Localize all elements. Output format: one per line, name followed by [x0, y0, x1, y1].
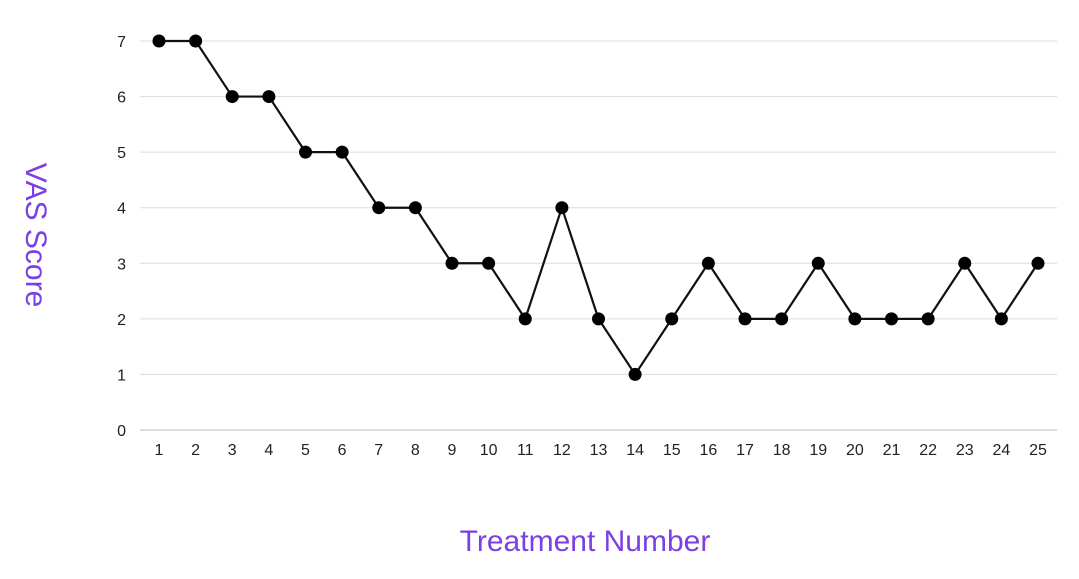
x-tick-label: 8 [411, 442, 420, 459]
data-point-13 [592, 312, 605, 326]
x-tick-label: 5 [301, 442, 310, 459]
y-tick-label: 4 [117, 201, 126, 218]
x-tick-label: 14 [626, 442, 644, 459]
data-point-24 [994, 312, 1008, 326]
data-point-20 [848, 312, 862, 326]
data-points [152, 34, 1045, 381]
data-point-16 [701, 256, 715, 270]
data-point-5 [299, 145, 312, 159]
data-point-3 [225, 90, 239, 104]
x-tick-label: 25 [1029, 442, 1047, 459]
x-tick-label: 22 [919, 442, 937, 459]
data-point-25 [1031, 256, 1045, 270]
data-point-14 [628, 367, 642, 381]
data-point-23 [958, 256, 972, 270]
x-tick-label: 15 [663, 442, 681, 459]
data-point-6 [335, 145, 349, 159]
x-tick-label: 17 [736, 442, 754, 459]
y-tick-label: 1 [117, 367, 126, 384]
y-tick-label: 0 [117, 423, 126, 440]
data-point-11 [518, 312, 532, 326]
x-tick-label: 13 [590, 442, 608, 459]
x-axis-title: Treatment Number [460, 525, 711, 558]
x-tick-label: 7 [374, 442, 383, 459]
gridlines [140, 40, 1057, 431]
y-tick-label: 3 [117, 256, 126, 273]
y-axis-title: VAS Score [19, 163, 52, 308]
x-tick-label: 10 [480, 442, 498, 459]
data-point-8 [408, 201, 422, 215]
y-tick-label: 5 [117, 145, 126, 162]
x-tick-label: 21 [883, 442, 901, 459]
data-point-22 [921, 312, 935, 326]
x-tick-labels: 1 2 3 4 5 6 7 8 9 10 11 12 13 14 15 16 17 18 19 20 21 22 23 24 2… [155, 442, 1047, 459]
data-point-21 [885, 312, 898, 326]
x-tick-label: 24 [992, 442, 1010, 459]
data-point-1 [152, 34, 166, 48]
y-tick-labels: 0 1 2 3 4 5 6 7 [117, 34, 126, 440]
x-tick-label: 20 [846, 442, 864, 459]
data-point-10 [482, 256, 496, 270]
x-tick-label: 16 [699, 442, 717, 459]
y-tick-label: 7 [117, 34, 126, 51]
y-tick-label: 6 [117, 90, 126, 107]
x-tick-label: 4 [264, 442, 273, 459]
x-tick-label: 12 [553, 442, 571, 459]
data-point-12 [555, 201, 569, 215]
data-point-2 [189, 34, 203, 48]
x-tick-label: 23 [956, 442, 974, 459]
x-tick-label: 2 [191, 442, 200, 459]
x-tick-label: 11 [517, 442, 534, 459]
data-point-19 [811, 256, 825, 270]
y-tick-label: 2 [117, 312, 126, 329]
data-point-9 [445, 256, 459, 270]
x-tick-label: 1 [155, 442, 164, 459]
data-point-4 [262, 90, 276, 104]
data-point-18 [775, 312, 789, 326]
x-tick-label: 6 [338, 442, 347, 459]
data-point-15 [665, 312, 679, 326]
x-tick-label: 3 [228, 442, 237, 459]
data-point-7 [372, 201, 386, 215]
data-point-17 [738, 312, 752, 326]
x-tick-label: 9 [448, 442, 457, 459]
x-tick-label: 19 [809, 442, 827, 459]
x-tick-label: 18 [773, 442, 791, 459]
